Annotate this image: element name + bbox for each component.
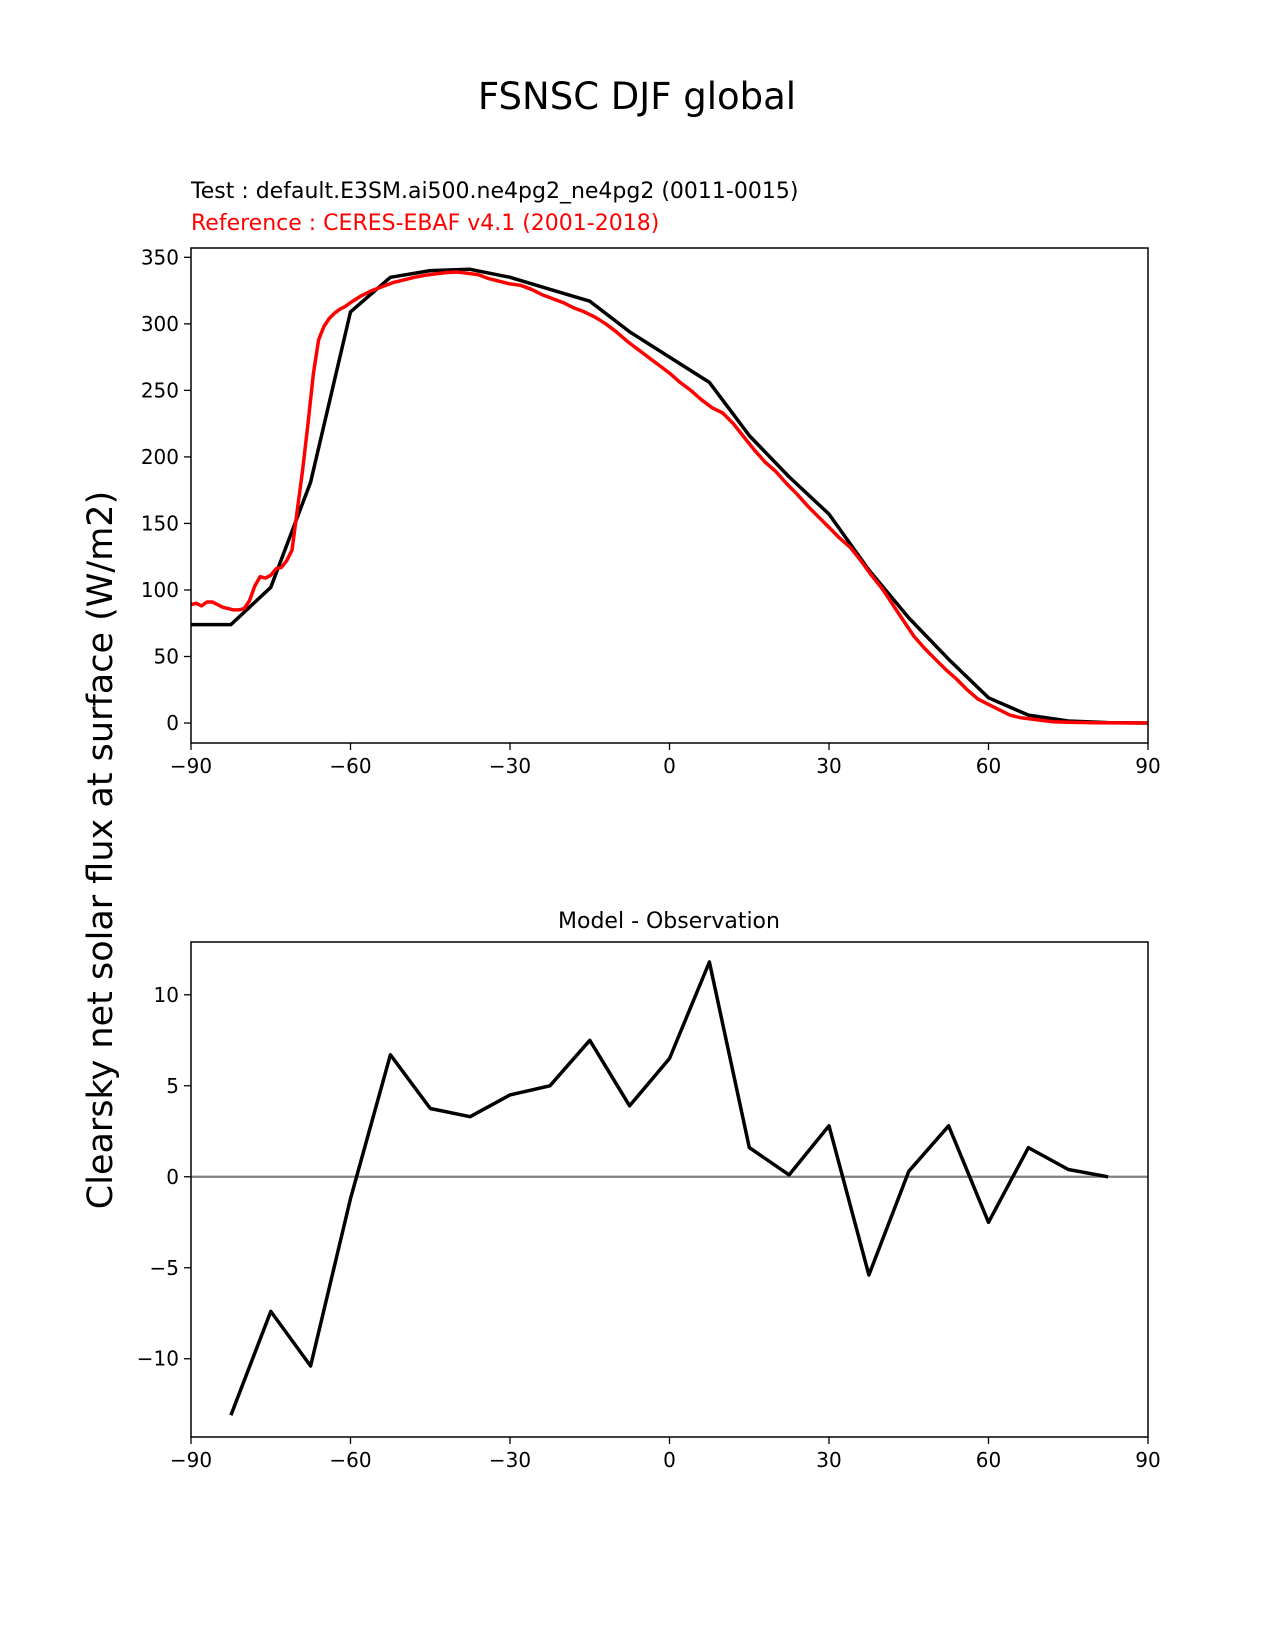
- top-x-ticks: −90 −60 −30 0 30 60 90: [170, 743, 1161, 778]
- bottom-x-tick-label: 60: [976, 1448, 1001, 1472]
- figure-title: FSNSC DJF global: [478, 75, 796, 118]
- top-y-tick-label: 300: [141, 312, 179, 336]
- top-y-ticks: 0 50 100 150 200 250 300 350: [141, 245, 191, 735]
- bottom-x-tick-label: 0: [663, 1448, 676, 1472]
- bottom-y-ticks: −10 −5 0 5 10: [137, 983, 191, 1371]
- bottom-y-tick-label: 5: [166, 1074, 179, 1098]
- top-x-tick-label: 0: [663, 754, 676, 778]
- top-y-tick-label: 350: [141, 245, 179, 269]
- bottom-x-tick-label: −30: [489, 1448, 531, 1472]
- top-x-tick-label: 60: [976, 754, 1001, 778]
- difference-title: Model - Observation: [558, 909, 780, 934]
- test-label: Test : default.E3SM.ai500.ne4pg2_ne4pg2 …: [190, 179, 798, 204]
- bottom-x-tick-label: 90: [1135, 1448, 1160, 1472]
- top-x-tick-label: −30: [489, 754, 531, 778]
- top-x-tick-label: −60: [329, 754, 371, 778]
- top-x-tick-label: 30: [816, 754, 841, 778]
- top-x-tick-label: 90: [1135, 754, 1160, 778]
- top-y-tick-label: 50: [154, 645, 179, 669]
- bottom-x-tick-label: −90: [170, 1448, 212, 1472]
- bottom-y-tick-label: 10: [154, 983, 179, 1007]
- top-y-tick-label: 250: [141, 378, 179, 402]
- top-plot-frame: [190, 247, 1149, 744]
- top-series: [190, 267, 1149, 725]
- bottom-y-tick-label: −5: [150, 1256, 179, 1280]
- bottom-y-tick-label: 0: [166, 1165, 179, 1189]
- top-series-line-reference: [190, 270, 1149, 725]
- bottom-series: [229, 960, 1109, 1416]
- bottom-y-tick-label: −10: [137, 1347, 179, 1371]
- top-series-line-test: [191, 267, 1149, 725]
- top-y-tick-label: 100: [141, 578, 179, 602]
- top-chart: Test : default.E3SM.ai500.ne4pg2_ne4pg2 …: [141, 179, 1161, 778]
- bottom-series-line-difference: [229, 960, 1109, 1416]
- bottom-x-ticks: −90 −60 −30 0 30 60 90: [170, 1437, 1161, 1472]
- top-y-tick-label: 200: [141, 445, 179, 469]
- bottom-chart: Model - Observation −90 −60 −30 0 30 60 90 −10…: [137, 909, 1161, 1472]
- top-x-tick-label: −90: [170, 754, 212, 778]
- y-axis-label: Clearsky net solar flux at surface (W/m2…: [81, 491, 121, 1209]
- top-y-tick-label: 0: [166, 711, 179, 735]
- bottom-x-tick-label: 30: [816, 1448, 841, 1472]
- bottom-x-tick-label: −60: [329, 1448, 371, 1472]
- reference-label: Reference : CERES-EBAF v4.1 (2001-2018): [191, 211, 659, 236]
- top-y-tick-label: 150: [141, 511, 179, 535]
